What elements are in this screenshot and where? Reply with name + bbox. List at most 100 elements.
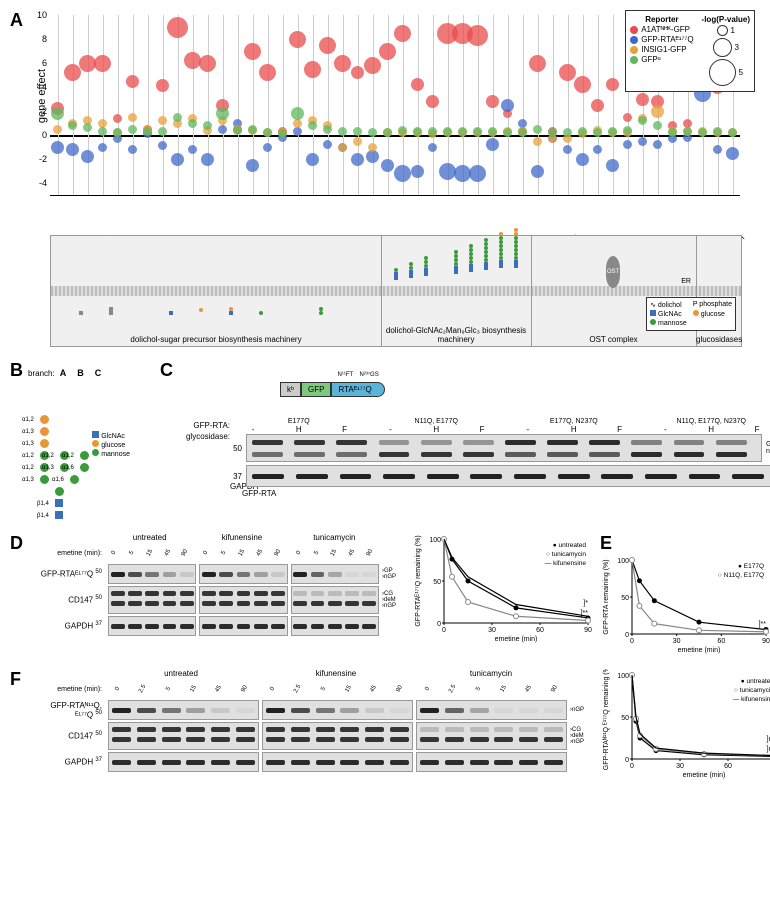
pval-size: 1 <box>717 25 735 36</box>
bubble <box>51 141 64 154</box>
bubble <box>653 121 662 130</box>
svg-text:60: 60 <box>536 627 544 634</box>
treatment-label: kifunensine <box>260 669 412 678</box>
bubble <box>726 147 739 160</box>
bubble <box>167 17 188 38</box>
panel-c-label: C <box>160 360 173 380</box>
western-blot <box>108 616 196 636</box>
glycan-structure: β1,4β1,4α1,3α1,6α1,2α1,3α1,6α1,2α1,2α1,2… <box>10 381 130 521</box>
svg-text:50: 50 <box>621 595 629 602</box>
glyc-label: - <box>505 425 551 434</box>
western-blot <box>108 752 259 772</box>
western-blot <box>291 616 379 636</box>
blot-gapdh-c <box>246 465 770 487</box>
glyc-label: H <box>276 425 322 434</box>
bubble <box>126 75 139 88</box>
svg-text:0: 0 <box>442 627 446 634</box>
glyc-label: F <box>459 425 505 434</box>
glyc-label: F <box>734 425 770 434</box>
bubble <box>606 159 619 172</box>
bubble <box>486 138 499 151</box>
western-blot <box>199 586 287 614</box>
svg-text:]**: ]** <box>759 621 767 628</box>
bubble <box>83 123 92 132</box>
bubble <box>353 137 362 146</box>
bubble <box>653 140 662 149</box>
rowlabel-gfp-rta: GFP-RTA <box>242 489 770 498</box>
bubble <box>113 114 122 123</box>
treatment-label: untreated <box>105 669 257 678</box>
bubble <box>533 137 542 146</box>
legend: Reporter A1ATᴺᴴᴷ-GFPGFP-RTAᴱ¹⁷⁷QINSIG1-G… <box>625 10 755 92</box>
svg-text:100: 100 <box>617 673 629 680</box>
bubble <box>156 79 169 92</box>
blot-row-label: CD147 50 <box>32 595 105 605</box>
y-tick: 6 <box>35 58 47 68</box>
bubble <box>244 43 261 60</box>
bubble <box>623 140 632 149</box>
western-blot <box>108 722 259 750</box>
western-blot <box>262 700 413 720</box>
legend-title-reporter: Reporter <box>630 15 693 24</box>
svg-text:]ns: ]ns <box>767 736 770 743</box>
bubble <box>98 127 107 136</box>
legend-title-pval: -log(P-value) <box>702 15 750 24</box>
bubble <box>216 107 229 120</box>
bubble <box>473 127 482 136</box>
bubble <box>201 153 214 166</box>
bubble <box>443 127 452 136</box>
pval-size: 3 <box>713 38 739 57</box>
bubble <box>66 143 79 156</box>
glyc-label: H <box>413 425 459 434</box>
glyc-label: F <box>597 425 643 434</box>
n11-label: N¹¹FT <box>337 372 353 378</box>
bubble <box>158 116 167 125</box>
western-blot <box>291 586 379 614</box>
y-tick: 0 <box>35 130 47 140</box>
svg-text:GFP-RTA remaining (%): GFP-RTA remaining (%) <box>603 559 610 634</box>
n237-label: N²³⁷GS <box>360 372 379 378</box>
legend-row: GFPᵘ <box>630 55 693 64</box>
svg-text:30: 30 <box>673 638 681 645</box>
svg-text:0: 0 <box>625 632 629 639</box>
western-blot <box>416 752 567 772</box>
glyc-label: - <box>230 425 276 434</box>
western-blot <box>262 752 413 772</box>
bubble <box>338 127 347 136</box>
bubble <box>246 159 259 172</box>
legend-row: INSIG1-GFP <box>630 45 693 54</box>
bubble <box>683 127 692 136</box>
svg-text:0: 0 <box>630 763 634 770</box>
construct-kb: kᵇ <box>280 382 301 397</box>
bubble <box>467 25 488 46</box>
treatment-label: tunicamycin <box>290 533 379 542</box>
panel-e: E 0501000306090emetine (min)GFP-RTA rema… <box>600 533 770 657</box>
bubble <box>291 107 304 120</box>
bubble <box>636 93 649 106</box>
mutant-label: N11Q, E177Q, N237Q <box>643 403 770 425</box>
blot-row-label: CD147 50 <box>32 731 105 741</box>
bubble <box>411 165 424 178</box>
bubble <box>381 159 394 172</box>
legend-row: A1ATᴺᴴᴷ-GFP <box>630 25 693 34</box>
blot-gfp-rta <box>246 434 762 462</box>
svg-text:— kifunensine: — kifunensine <box>545 560 587 567</box>
svg-text:60: 60 <box>724 763 732 770</box>
y-tick: -2 <box>35 154 47 164</box>
blot-row-label: GAPDH 37 <box>32 621 105 631</box>
bubble <box>173 113 182 122</box>
bubble <box>713 127 722 136</box>
bubble <box>458 127 467 136</box>
svg-text:30: 30 <box>676 763 684 770</box>
bubble <box>98 143 107 152</box>
svg-text:○ tunicamycin: ○ tunicamycin <box>546 551 586 558</box>
panel-a-label: A <box>10 10 23 31</box>
svg-text:]**: ]** <box>581 610 589 617</box>
time-axis-label: emetine (min): <box>32 550 102 562</box>
svg-text:]ns: ]ns <box>767 746 770 753</box>
bubble <box>428 143 437 152</box>
glyc-label: - <box>642 425 688 434</box>
panel-b-label: B branch: A B C <box>10 360 150 381</box>
panel-d-label: D <box>10 533 23 553</box>
bubble <box>199 55 216 72</box>
